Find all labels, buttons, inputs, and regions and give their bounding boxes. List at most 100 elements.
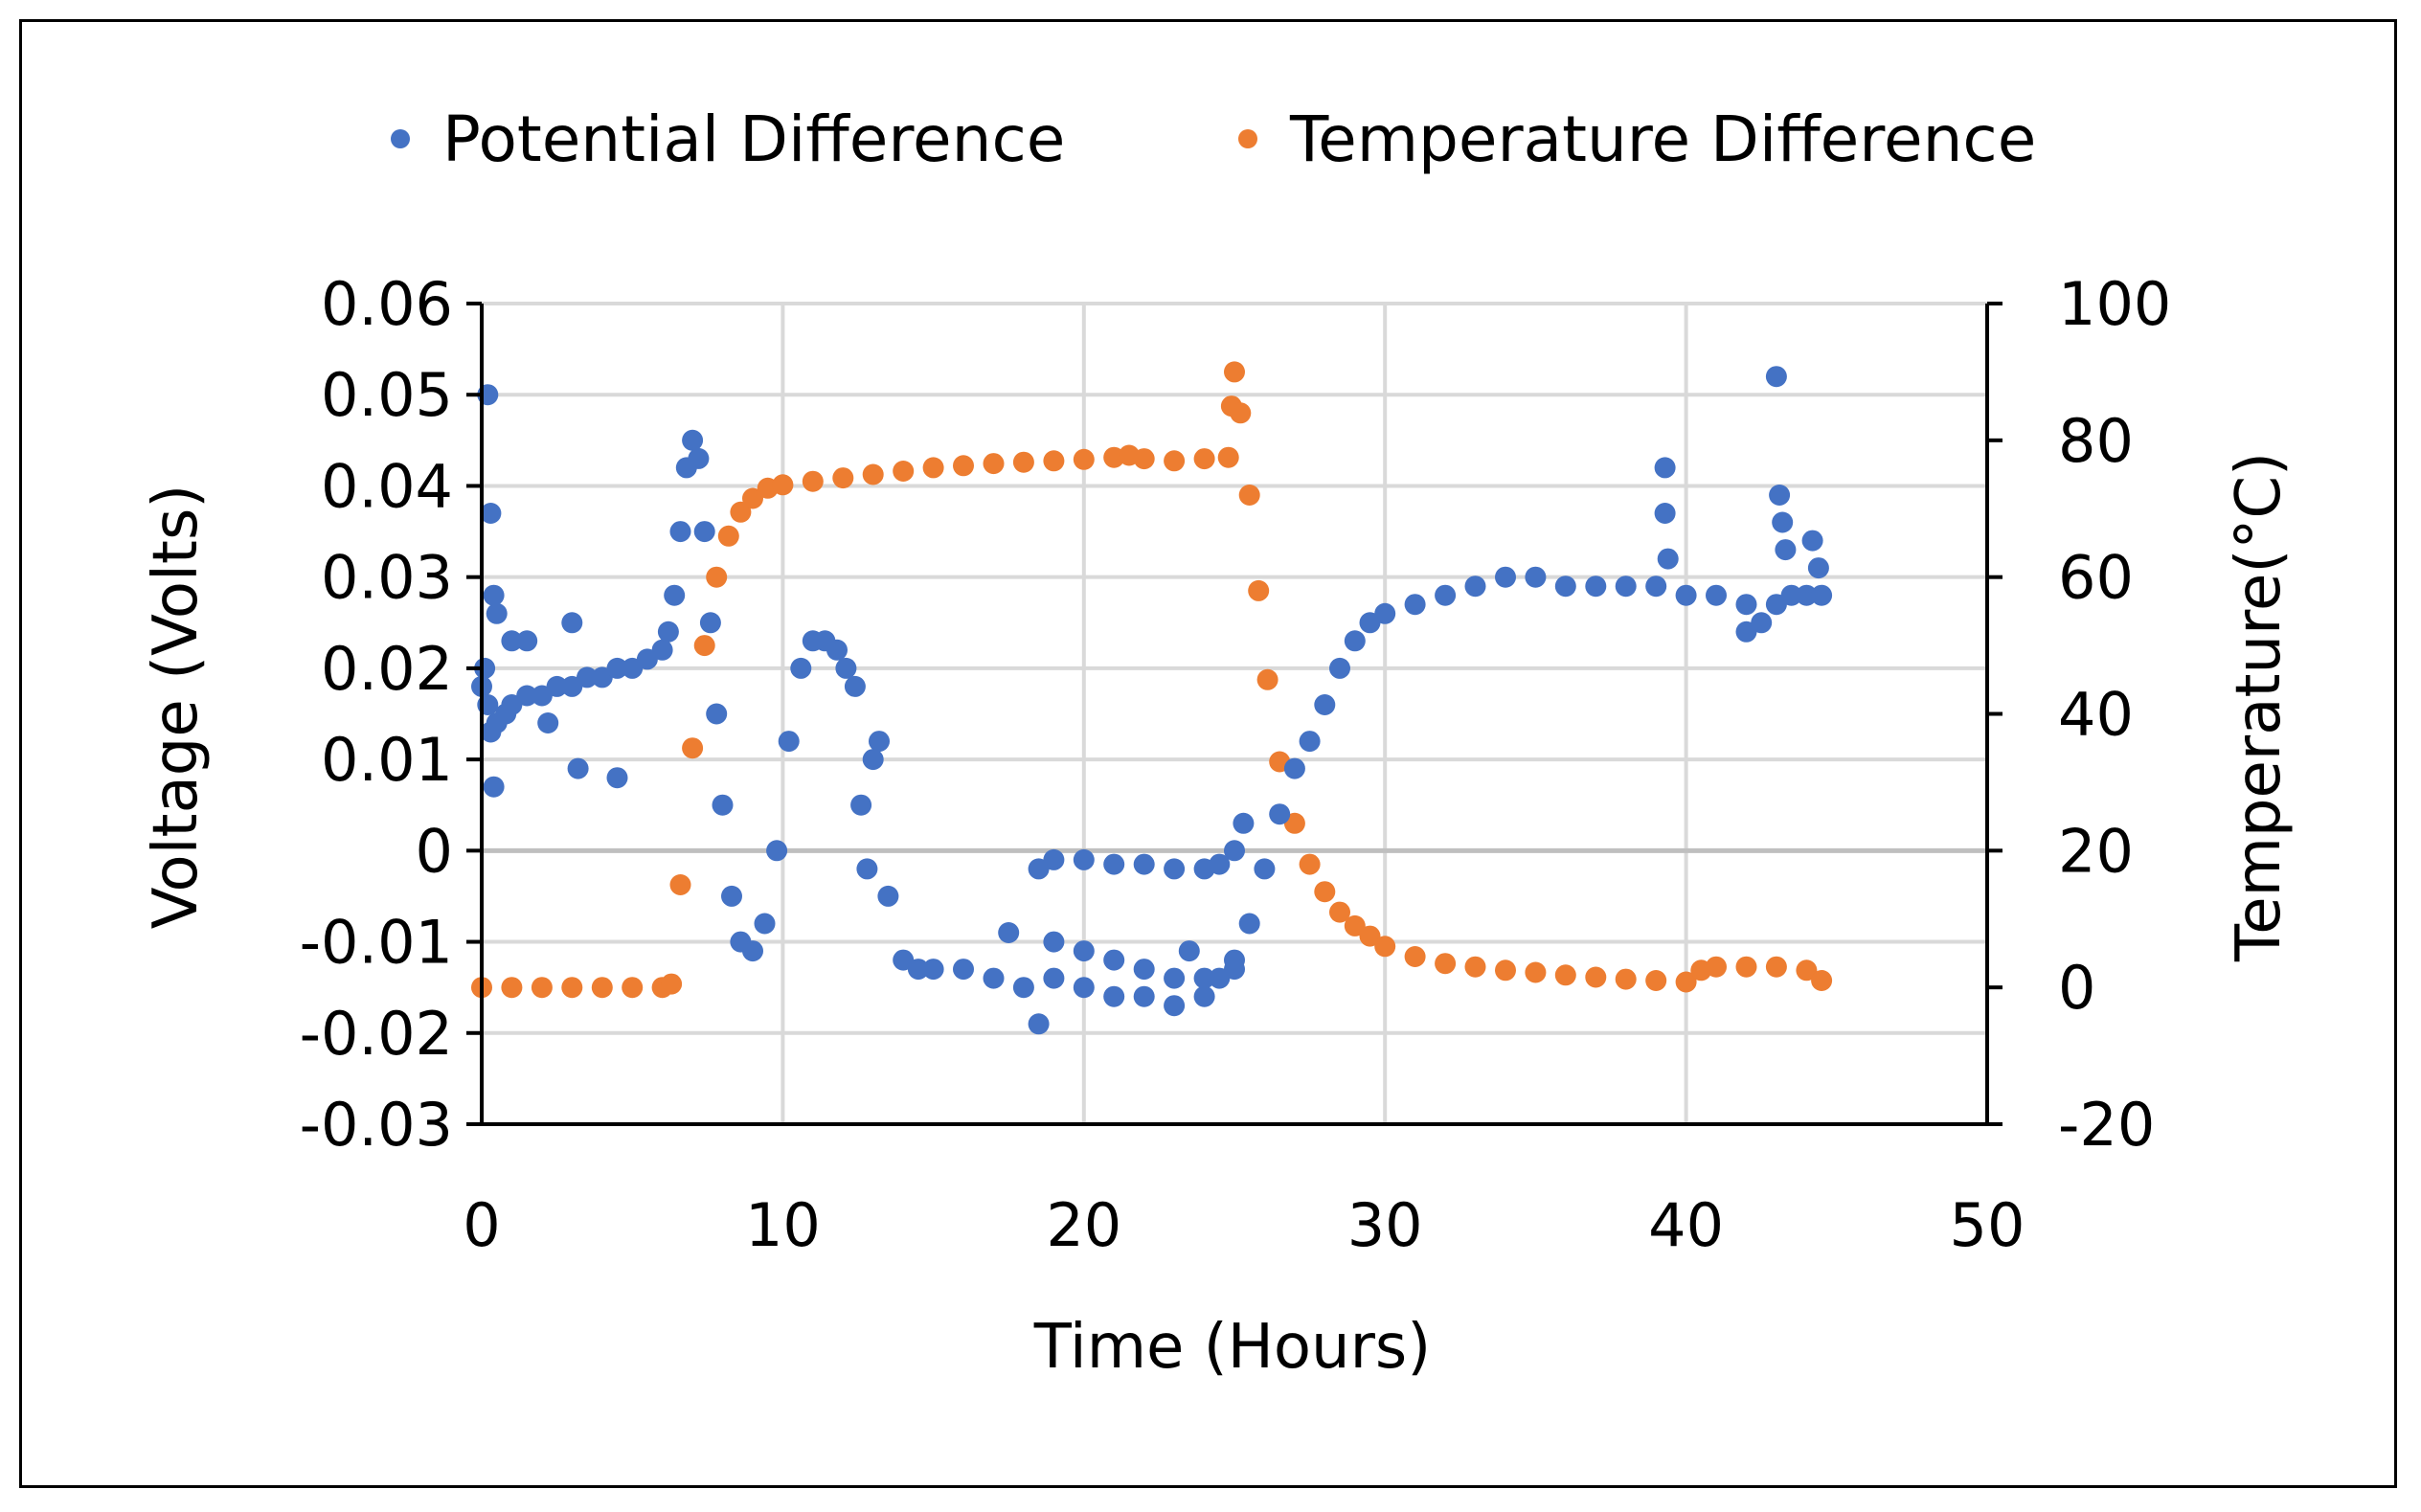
temperature-difference-point — [1230, 402, 1252, 424]
potential-difference-point — [1012, 977, 1034, 999]
potential-difference-point — [1735, 594, 1757, 616]
temperature-difference-point — [1299, 853, 1321, 875]
temperature-difference-point — [706, 566, 728, 588]
potential-difference-point — [657, 621, 679, 643]
potential-difference-point — [688, 447, 710, 469]
temperature-difference-point — [1765, 956, 1787, 978]
potential-difference-point — [1193, 967, 1215, 989]
y-tick-label: 0.03 — [321, 543, 453, 613]
potential-difference-point — [1238, 913, 1260, 935]
potential-difference-point — [877, 885, 899, 907]
potential-difference-point — [1780, 584, 1802, 606]
potential-difference-point — [862, 749, 884, 771]
potential-difference-point — [998, 922, 1020, 943]
potential-difference-point — [1404, 594, 1426, 616]
temperature-difference-point — [1645, 970, 1667, 991]
potential-difference-point — [651, 639, 673, 661]
temperature-difference-point — [1073, 448, 1095, 470]
temperature-difference-point — [1404, 946, 1426, 967]
potential-difference-point — [856, 858, 878, 880]
y2-tick-label: 60 — [2058, 543, 2134, 613]
temperature-difference-point — [622, 977, 644, 999]
potential-difference-point — [1193, 985, 1215, 1007]
potential-difference-point — [669, 521, 691, 543]
temperature-difference-point — [661, 973, 683, 995]
potential-difference-point — [1495, 566, 1516, 588]
temperature-difference-point — [1248, 579, 1270, 601]
potential-difference-point — [1043, 931, 1065, 953]
potential-difference-point — [1374, 602, 1396, 624]
y-tick-label: -0.03 — [300, 1090, 453, 1160]
legend-label-temperature-difference: Temperature Difference — [1289, 102, 2036, 176]
x-axis-title: Time (Hours) — [1033, 1312, 1431, 1383]
potential-difference-point — [850, 794, 872, 816]
temperature-difference-point — [1164, 450, 1186, 472]
potential-difference-point — [1735, 621, 1757, 643]
y-axis-title: Voltage (Volts) — [141, 485, 212, 930]
temperature-difference-point — [802, 470, 824, 492]
potential-difference-point — [1775, 539, 1797, 561]
temperature-difference-point — [669, 874, 691, 895]
potential-difference-point — [577, 666, 598, 688]
temperature-difference-point — [1374, 936, 1396, 958]
potential-difference-point — [1133, 985, 1155, 1007]
potential-difference-point — [983, 967, 1005, 989]
temperature-difference-point — [832, 467, 854, 489]
temperature-difference-point — [1238, 485, 1260, 506]
potential-difference-point — [1043, 967, 1065, 989]
temperature-difference-point — [693, 635, 715, 657]
potential-difference-point — [1585, 575, 1607, 598]
y2-axis-title: Temperature(°C) — [2224, 452, 2295, 962]
potential-difference-point — [1706, 584, 1727, 606]
temperature-difference-point — [561, 977, 583, 999]
potential-difference-point — [754, 913, 776, 935]
potential-difference-point — [1233, 812, 1255, 834]
tick-labels: -0.03 -0.02 -0.01 0 0.01 0.02 0.03 0.04 0.05 0.06… — [300, 269, 2172, 1260]
potential-difference-point — [1224, 959, 1245, 981]
x-tick-label: 20 — [1046, 1190, 1121, 1260]
temperature-difference-point — [1495, 959, 1516, 982]
temperature-difference-point — [1525, 961, 1547, 983]
temperature-difference-point — [1675, 971, 1697, 993]
temperature-difference-series — [471, 361, 1833, 999]
potential-difference-point — [778, 731, 800, 753]
y-tick-label: 0.05 — [321, 360, 453, 430]
potential-difference-point — [483, 584, 505, 606]
potential-difference-point — [1073, 977, 1095, 999]
x-tick-label: 40 — [1648, 1190, 1724, 1260]
temperature-difference-point — [501, 977, 523, 999]
potential-difference-point — [844, 675, 866, 697]
potential-difference-point — [1765, 366, 1787, 388]
potential-difference-point — [606, 767, 628, 789]
potential-difference-point — [483, 776, 505, 798]
y-tick-label: 0.06 — [321, 269, 453, 339]
y2-tick-label: 20 — [2058, 816, 2134, 886]
potential-difference-point — [922, 959, 944, 981]
potential-difference-point — [1769, 485, 1791, 506]
x-tick-label: 0 — [463, 1190, 500, 1260]
potential-difference-point — [501, 694, 523, 715]
y-tick-label: 0 — [416, 816, 453, 886]
potential-difference-point — [1675, 584, 1697, 606]
temperature-difference-point — [1314, 881, 1336, 903]
potential-difference-point — [1133, 959, 1155, 981]
potential-difference-point — [480, 503, 502, 524]
potential-difference-point — [1164, 967, 1186, 989]
temperature-difference-point — [1796, 959, 1818, 982]
potential-difference-point — [1657, 548, 1679, 570]
temperature-difference-point — [730, 501, 752, 523]
legend-label-potential-difference: Potential Difference — [442, 102, 1065, 176]
y-tick-label: 0.04 — [321, 451, 453, 521]
potential-difference-point — [1224, 840, 1245, 862]
potential-difference-point — [1654, 457, 1676, 479]
potential-difference-point — [1178, 940, 1200, 962]
potential-difference-point — [561, 612, 583, 634]
potential-difference-point — [835, 657, 857, 679]
potential-difference-series — [471, 366, 1833, 1035]
temperature-difference-point — [953, 455, 974, 477]
potential-difference-point — [721, 885, 742, 907]
temperature-difference-point — [1329, 901, 1350, 923]
potential-difference-point — [1103, 949, 1125, 971]
potential-difference-point — [699, 612, 721, 634]
